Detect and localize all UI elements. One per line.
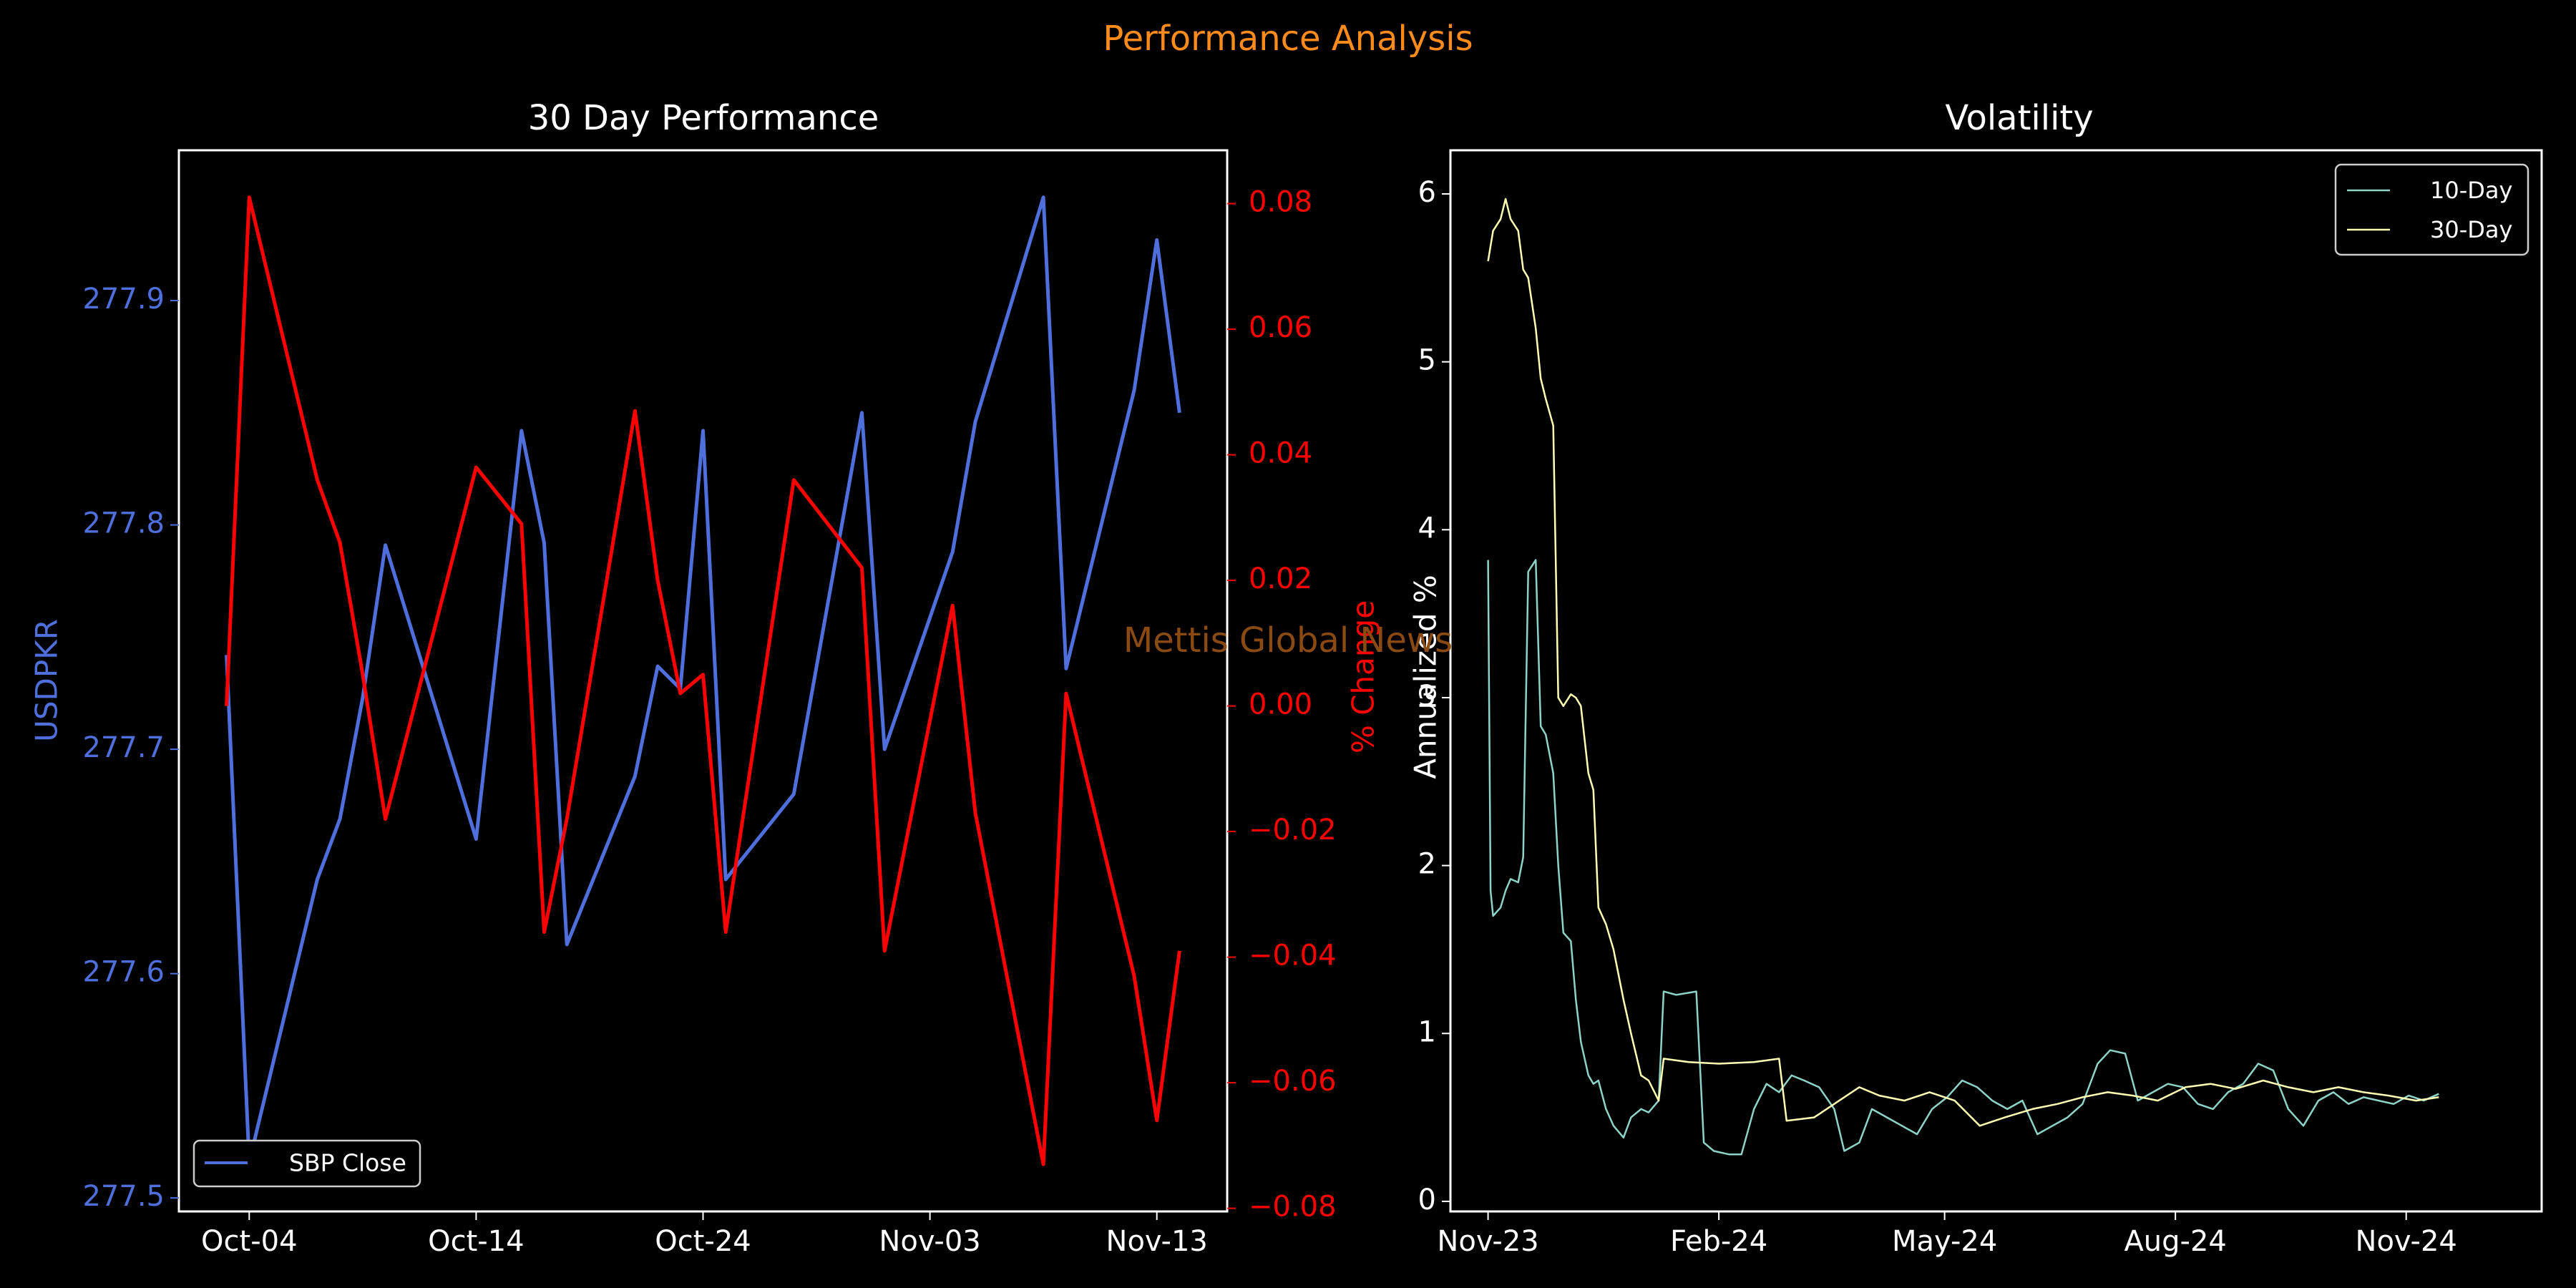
performance-x-tick-label: Oct-24 <box>655 1225 751 1258</box>
volatility-series-group <box>1487 197 2439 1156</box>
vol-10day-line <box>1487 559 2439 1156</box>
performance-legend-box <box>192 1139 421 1188</box>
volatility-x-tick-label: Aug-24 <box>2124 1225 2226 1258</box>
performance-series-group <box>225 195 1181 1166</box>
performance-y2-tick-label: 0.04 <box>1249 437 1312 470</box>
performance-y2-tick-label: −0.06 <box>1249 1065 1337 1098</box>
performance-y2-tick-label: 0.02 <box>1249 562 1312 595</box>
volatility-axes-ticks: Nov-23 Feb-24 May-24 Aug-24 Nov-24 0 1 2 3 4 5 6 <box>1418 176 2457 1258</box>
volatility-y-tick-label: 4 <box>1418 512 1436 545</box>
volatility-y-tick-label: 2 <box>1418 848 1436 881</box>
volatility-x-tick-label: Feb-24 <box>1670 1225 1767 1258</box>
performance-x-tick-label: Nov-13 <box>1106 1225 1208 1258</box>
performance-legend-label: SBP Close <box>289 1149 406 1177</box>
volatility-x-tick-label: Nov-24 <box>2356 1225 2457 1258</box>
performance-y2-axis-label: % Change <box>1346 600 1381 753</box>
performance-y-tick-label: 277.5 <box>82 1180 165 1213</box>
volatility-plot-frame <box>1449 149 2543 1213</box>
volatility-legend-label-30day: 30-Day <box>2430 216 2512 243</box>
performance-legend: SBP Close <box>192 1139 421 1188</box>
volatility-y-tick-label: 5 <box>1418 344 1436 377</box>
figure-suptitle: Performance Analysis <box>1103 19 1473 59</box>
performance-y2-tick-label: 0.00 <box>1249 688 1312 721</box>
volatility-y-tick-label: 0 <box>1418 1184 1436 1216</box>
performance-y-tick-label: 277.9 <box>82 283 165 316</box>
performance-y2-tick-label: −0.04 <box>1249 940 1337 972</box>
volatility-x-tick-label: May-24 <box>1892 1225 1997 1258</box>
pct-change-line <box>225 195 1181 1166</box>
vol-30day-line <box>1487 197 2439 1127</box>
volatility-legend-label-10day: 10-Day <box>2430 177 2512 204</box>
performance-chart-title: 30 Day Performance <box>528 98 879 138</box>
performance-y2-tick-label: −0.02 <box>1249 814 1337 847</box>
performance-x-tick-label: Oct-14 <box>428 1225 525 1258</box>
performance-chart: 30 Day Performance Oct-04 Oct-14 Oct-24 Nov… <box>29 98 1381 1258</box>
performance-y-tick-label: 277.7 <box>82 731 165 764</box>
performance-x-tick-label: Nov-03 <box>879 1225 980 1258</box>
performance-axes-ticks: Oct-04 Oct-14 Oct-24 Nov-03 Nov-13 277.5 277.6… <box>82 186 1336 1258</box>
performance-y2-tick-label: −0.08 <box>1249 1191 1337 1224</box>
volatility-chart-title: Volatility <box>1945 98 2093 138</box>
watermark: Mettis Global News <box>1123 620 1453 660</box>
volatility-y-axis-label: Annualized % <box>1408 575 1443 779</box>
performance-y2-tick-label: 0.08 <box>1249 186 1312 219</box>
volatility-legend-box <box>2334 163 2529 256</box>
performance-y-axis-label: USDPKR <box>29 619 64 742</box>
volatility-legend: 10-Day 30-Day <box>2334 163 2529 256</box>
performance-y-tick-label: 277.6 <box>82 956 165 989</box>
performance-x-tick-label: Oct-04 <box>201 1225 298 1258</box>
performance-y2-tick-label: 0.06 <box>1249 311 1312 344</box>
performance-y-tick-label: 277.8 <box>82 507 165 540</box>
volatility-y-tick-label: 1 <box>1418 1015 1436 1048</box>
volatility-y-tick-label: 6 <box>1418 176 1436 209</box>
volatility-x-tick-label: Nov-23 <box>1437 1225 1538 1258</box>
volatility-chart: Volatility Nov-23 Feb-24 May-24 Aug-24 Nov-2… <box>1408 98 2543 1258</box>
volatility-y-tick-label: 3 <box>1418 680 1436 713</box>
